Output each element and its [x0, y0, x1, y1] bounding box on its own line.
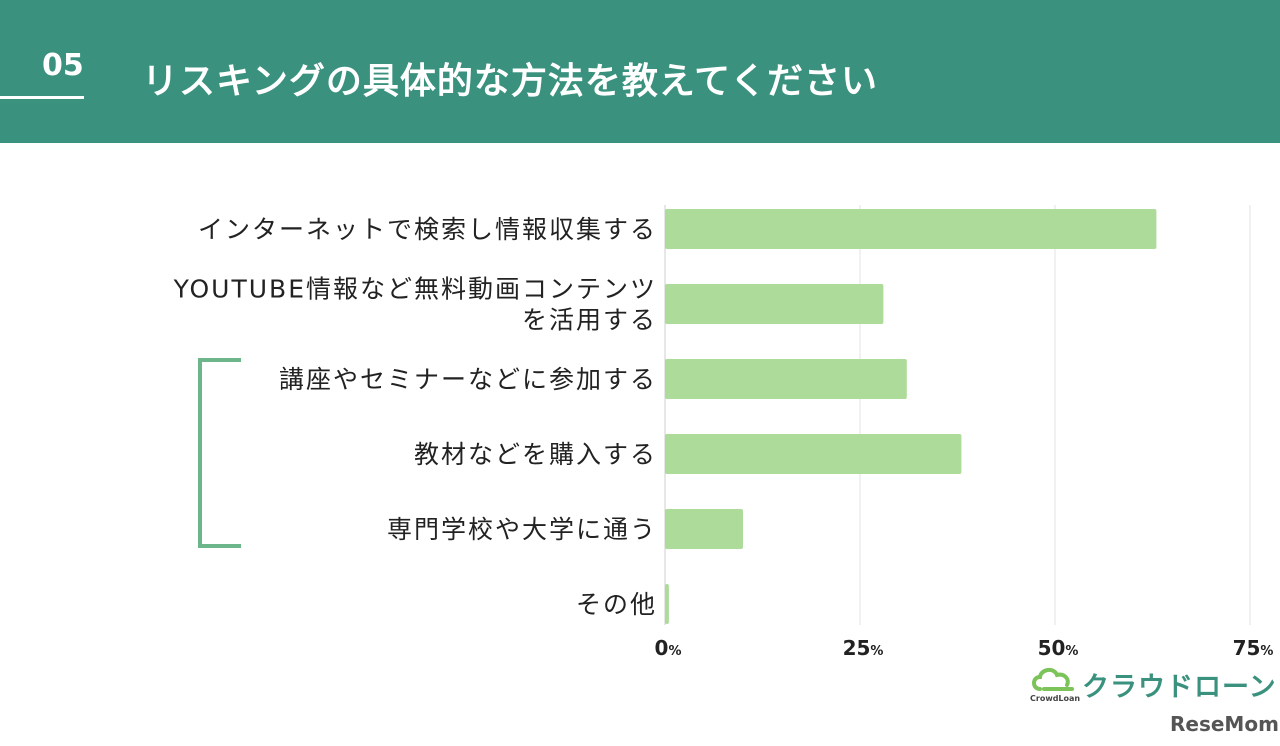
tick-label-50: 50%: [1038, 636, 1079, 660]
category-label-0: インターネットで検索し情報収集する: [198, 215, 657, 244]
tick-label-25: 25%: [843, 636, 884, 660]
bar-2: [665, 359, 907, 399]
crowdloan-logo: クラウドローン CrowdLoan: [1030, 663, 1276, 703]
category-label-1-line-0: YOUTUBE情報など無料動画コンテンツ: [173, 275, 657, 304]
category-label-4: 専門学校や大学に通う: [387, 515, 657, 544]
logo-subtext: CrowdLoan: [1030, 694, 1081, 703]
bar-0: [665, 209, 1157, 249]
logo-wordmark: クラウドローン: [1082, 672, 1277, 703]
category-label-3: 教材などを購入する: [414, 440, 657, 469]
bar-4: [665, 509, 743, 549]
tick-label-75: 75%: [1233, 636, 1274, 660]
page-title: リスキングの具体的な方法を教えてください: [142, 61, 879, 102]
group-bracket: [198, 358, 241, 548]
bar-1: [665, 284, 884, 324]
header-band: 05 リスキングの具体的な方法を教えてください: [0, 0, 1280, 143]
category-label-1-line-1: を活用する: [522, 306, 657, 335]
resemom-watermark: ReseMom: [1170, 712, 1279, 736]
bar-5: [665, 584, 669, 624]
bar-3: [665, 434, 962, 474]
cloud-logo-icon: [1032, 668, 1074, 691]
number-underline: [0, 96, 84, 99]
category-label-2: 講座やセミナーなどに参加する: [279, 365, 657, 394]
tick-label-0: 0%: [655, 636, 682, 660]
category-label-5: その他: [576, 590, 657, 619]
question-number: 05: [42, 48, 84, 83]
